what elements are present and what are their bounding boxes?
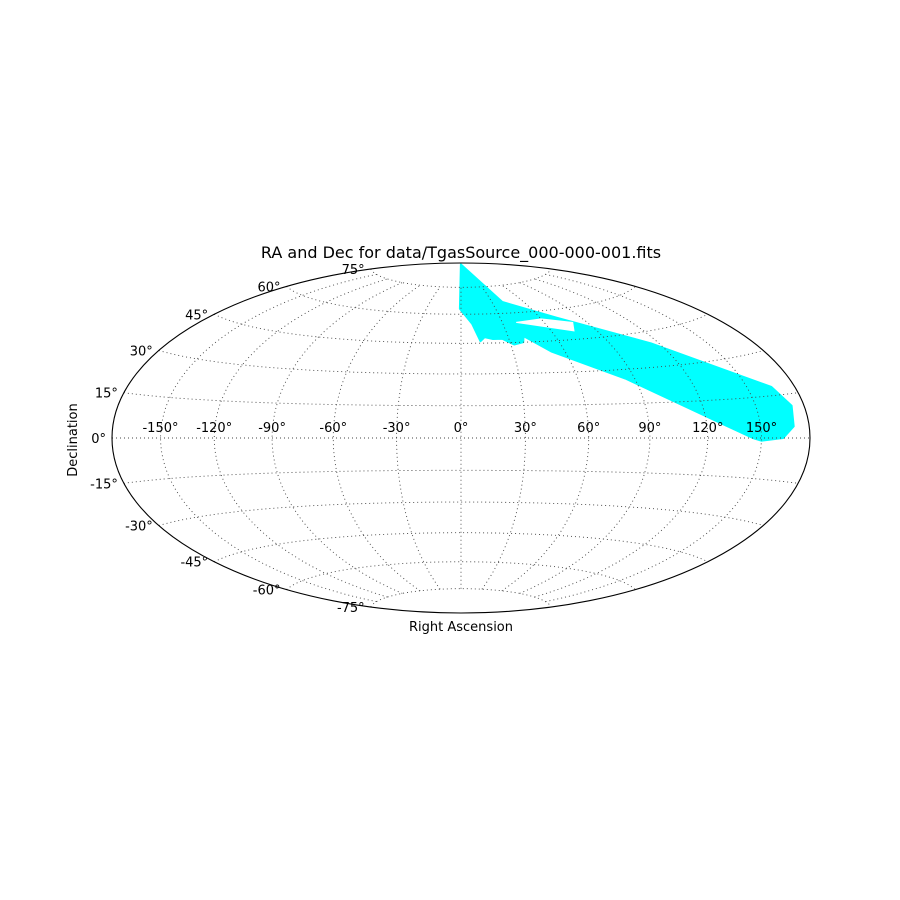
meridian-gridline [481,286,526,590]
data-layer [458,263,795,442]
x-tick-label: -150° [142,421,178,436]
y-tick-label: 30° [130,345,153,360]
data-region-0 [458,263,795,442]
x-tick-label: 0° [454,421,469,436]
chart-title: RA and Dec for data/TgasSource_000-000-0… [261,243,661,263]
x-tick-label: 150° [746,421,777,436]
y-tick-label: -45° [180,556,208,571]
meridian-gridline [271,282,403,594]
parallel-gridline [286,561,636,590]
x-tick-label: 60° [577,421,600,436]
y-axis-label: Declination [66,403,81,477]
y-tick-label: 60° [257,280,280,295]
y-tick-labels: -75° -60° -45° -30° -15° 0° 15° 30° 45° 60° 75° [90,263,365,616]
y-tick-label: -15° [90,477,118,492]
parallel-gridline [370,268,552,288]
y-tick-label: 45° [185,308,208,323]
y-tick-label: 75° [342,263,365,278]
parallel-gridline [158,501,764,526]
parallel-gridline [158,350,764,375]
y-tick-label: 15° [95,387,118,402]
grid-layer [112,268,810,608]
y-tick-label: 0° [91,432,106,447]
y-tick-label: -60° [253,584,281,599]
x-tick-label: -30° [383,421,411,436]
x-tick-labels: -150° -120° -90° -60° -30° 0° 30° 60° 90° 120° 150… [142,421,777,436]
x-tick-label: 120° [692,421,723,436]
meridian-gridline [534,278,709,598]
parallel-gridline [214,532,708,563]
x-axis-label: Right Ascension [409,620,513,635]
y-tick-label: -75° [337,601,365,616]
meridian-gridline [396,286,441,590]
x-tick-label: -90° [258,421,286,436]
x-tick-label: 90° [638,421,661,436]
projection-boundary [111,262,811,614]
meridian-gridline [213,278,388,598]
x-tick-label: -120° [196,421,232,436]
y-tick-label: -30° [125,520,153,535]
data-region-gap-0 [516,318,575,332]
x-tick-label: -60° [319,421,347,436]
x-tick-label: 30° [514,421,537,436]
